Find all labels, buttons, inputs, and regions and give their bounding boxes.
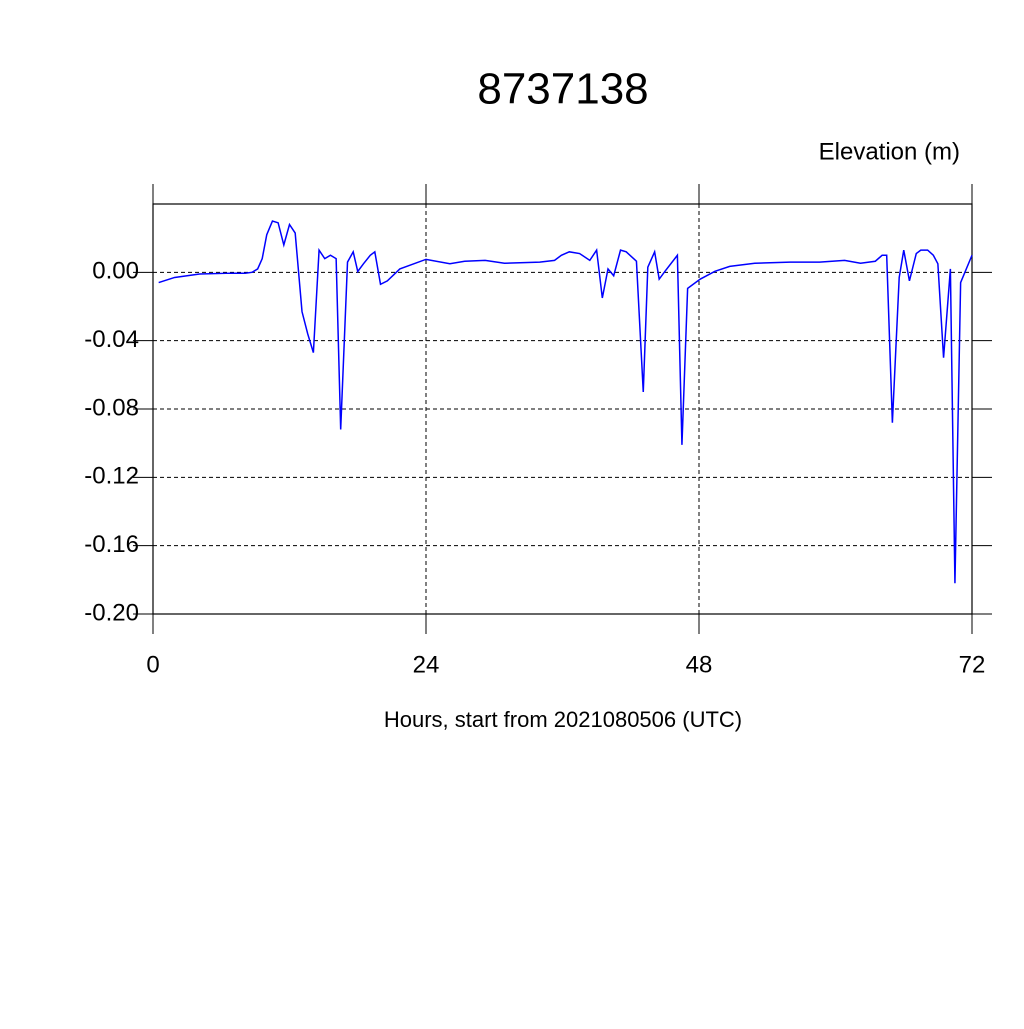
y-tick-label: -0.04 (84, 326, 139, 353)
x-tick-label: 0 (146, 651, 159, 678)
x-tick-label: 24 (413, 651, 440, 678)
data-line (158, 220, 973, 584)
x-axis-label: Hours, start from 2021080506 (UTC) (384, 707, 742, 732)
plot-frame (152, 203, 973, 615)
y-tick-label: -0.12 (84, 463, 139, 490)
y-tick-label: -0.20 (84, 599, 139, 626)
y-tick-label: -0.08 (84, 394, 139, 421)
x-tick-label: 72 (959, 651, 986, 678)
y-tick-label: 0.00 (92, 258, 139, 285)
chart-title: 8737138 (477, 65, 648, 114)
y-tick-label: -0.16 (84, 531, 139, 558)
x-tick-label: 48 (686, 651, 713, 678)
y-axis-label: Elevation (m) (819, 138, 960, 165)
